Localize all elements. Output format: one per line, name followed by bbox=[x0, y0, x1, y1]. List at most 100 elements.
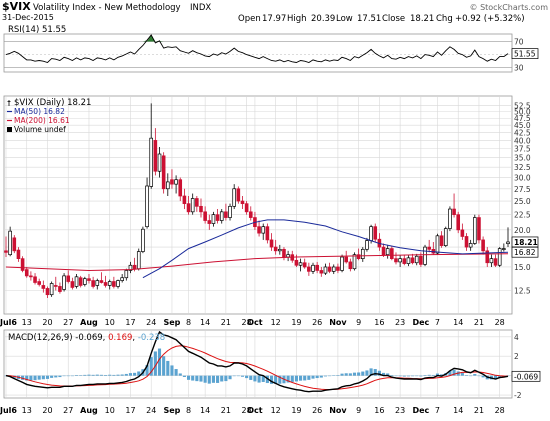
candle-body bbox=[20, 258, 25, 271]
candle-body bbox=[53, 285, 58, 287]
macd-hist-bar bbox=[199, 375, 203, 382]
macd-hist-bar bbox=[294, 375, 298, 382]
candle-body bbox=[170, 179, 174, 185]
macd-hist-bar bbox=[481, 375, 485, 378]
macd-hist-bar bbox=[54, 375, 58, 378]
price-tick-label: 32.5 bbox=[514, 163, 531, 172]
price-tick-label: 42.5 bbox=[514, 129, 531, 138]
macd-hist-bar bbox=[120, 374, 124, 376]
candle-body bbox=[282, 248, 286, 258]
macd-hist-bar bbox=[79, 375, 83, 376]
price-tag-label: 18.21 bbox=[514, 238, 538, 247]
rsi-grid bbox=[4, 41, 512, 69]
candle-body bbox=[390, 248, 394, 259]
macd-hist-bar bbox=[224, 375, 228, 382]
rsi-panel-frame bbox=[3, 33, 513, 73]
candle-body bbox=[435, 235, 440, 254]
date-tick-label: Aug bbox=[80, 318, 98, 327]
candle-body bbox=[70, 281, 75, 288]
macd-hist-bar bbox=[257, 375, 261, 383]
date-tick-label: 7 bbox=[435, 318, 440, 327]
macd-hist-bar bbox=[211, 375, 215, 383]
candle-body bbox=[240, 200, 245, 205]
macd-label-part: 0.169 bbox=[108, 333, 132, 343]
macd-hist-bar bbox=[220, 375, 224, 382]
date-tick-label: 12 bbox=[271, 406, 281, 415]
macd-hist-bar bbox=[469, 375, 473, 377]
date-tick-label: 14 bbox=[453, 318, 463, 327]
date-tick-label: 21 bbox=[474, 318, 484, 327]
date-tick-label: 9 bbox=[356, 318, 361, 327]
candle-body bbox=[244, 203, 249, 213]
macd-label: MACD(12,26,9) -0.069, 0.169, -0.238 bbox=[8, 333, 165, 343]
macd-hist-bar bbox=[104, 374, 108, 376]
macd-tag-box bbox=[511, 370, 541, 382]
candle-body bbox=[477, 217, 481, 241]
candle-body bbox=[141, 228, 145, 252]
candle-body bbox=[228, 205, 232, 218]
legend-candle-icon bbox=[7, 100, 11, 106]
candle-body bbox=[481, 239, 485, 252]
candle-body bbox=[83, 278, 87, 285]
macd-hist-bar bbox=[99, 374, 103, 376]
macd-hist-bar bbox=[493, 375, 498, 380]
price-tick-label: 50.0 bbox=[514, 108, 531, 117]
candle-body bbox=[112, 281, 116, 287]
date-tick-label: 12 bbox=[271, 318, 281, 327]
candle-body bbox=[373, 226, 378, 240]
candle-body bbox=[419, 255, 423, 265]
candle-body bbox=[16, 249, 21, 259]
candle-body bbox=[497, 248, 502, 266]
chg-label: Chg bbox=[436, 14, 453, 24]
candle-body bbox=[232, 188, 236, 207]
macd-hist-bar bbox=[381, 372, 386, 376]
candle-body bbox=[66, 275, 71, 282]
rsi-tag-label: 51.55 bbox=[514, 50, 536, 59]
candle-body bbox=[203, 211, 207, 221]
high-label: High bbox=[287, 14, 307, 24]
ma50-line bbox=[142, 219, 509, 279]
macd-panel-frame bbox=[3, 329, 513, 399]
macd-hist-bar bbox=[207, 375, 211, 384]
date-tick-label: 26 bbox=[312, 318, 322, 327]
candle-body bbox=[443, 228, 448, 246]
macd-hist-bar bbox=[373, 369, 377, 376]
macd-hist-bar bbox=[95, 374, 99, 376]
price-tick-label: 47.5 bbox=[514, 114, 531, 123]
candle-body bbox=[307, 266, 311, 272]
index-name: Volatility Index - New Methodology bbox=[33, 3, 181, 13]
macd-hist-bar bbox=[390, 375, 394, 376]
macd-hist-bar bbox=[352, 372, 357, 376]
candle-body bbox=[352, 254, 357, 270]
candle-body bbox=[360, 248, 365, 259]
candle-body bbox=[315, 264, 319, 271]
candle-body bbox=[452, 208, 456, 216]
macd-hist-bar bbox=[157, 348, 162, 376]
candle-body bbox=[107, 281, 112, 286]
date-tick-label: 7 bbox=[435, 406, 440, 415]
candle-body bbox=[195, 198, 199, 207]
macd-hist-bar bbox=[149, 357, 153, 376]
candle-body bbox=[174, 179, 178, 185]
candle-body bbox=[91, 280, 95, 287]
candle-body bbox=[398, 258, 402, 263]
date-tick-label: 16 bbox=[374, 318, 384, 327]
candle-body bbox=[178, 179, 183, 197]
candle-body bbox=[41, 285, 46, 289]
candle-body bbox=[319, 270, 324, 274]
chg-value: +0.92 (+5.32%) bbox=[455, 14, 525, 24]
candle-body bbox=[211, 214, 216, 224]
date-tick-label: 20 bbox=[42, 318, 52, 327]
candle-body bbox=[265, 226, 270, 241]
low-label: Low bbox=[336, 14, 353, 24]
macd-hist-bar bbox=[464, 375, 469, 376]
macd-axis: 420-2-0.069 bbox=[511, 333, 541, 400]
rsi-line bbox=[5, 34, 509, 64]
macd-hist-bar bbox=[394, 375, 398, 377]
candle-body bbox=[120, 277, 124, 281]
macd-tick-label: -2 bbox=[514, 391, 522, 400]
rsi-tag-box bbox=[511, 48, 539, 59]
macd-hist-bar bbox=[83, 374, 87, 376]
macd-tag-label: -0.069 bbox=[514, 372, 538, 381]
